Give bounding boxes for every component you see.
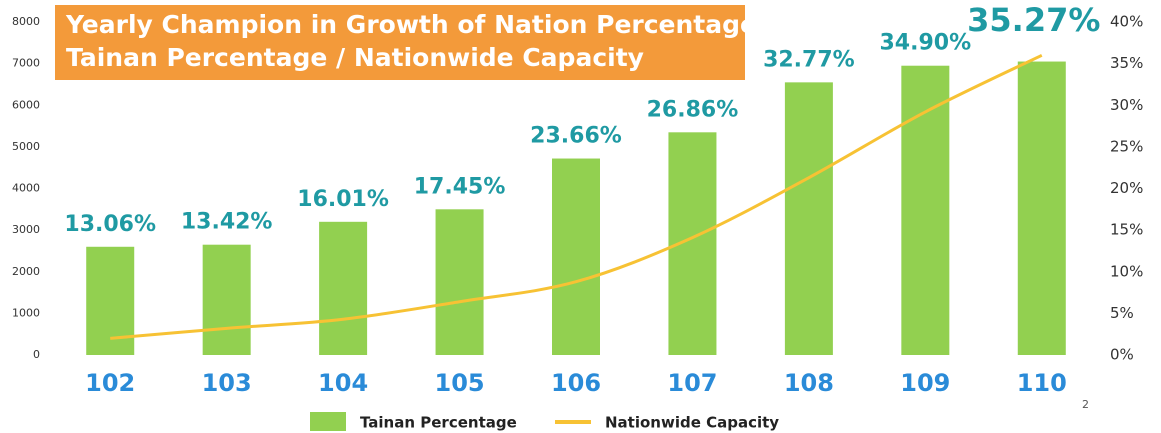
x-tick-label: 108 bbox=[784, 369, 834, 397]
annotation: 34.90% bbox=[880, 31, 972, 56]
y-tick-label: 4000 bbox=[12, 182, 40, 195]
x-tick-label: 103 bbox=[202, 369, 252, 397]
y-tick-label: 7000 bbox=[12, 57, 40, 70]
y2-tick-label: 25% bbox=[1110, 137, 1143, 155]
x-tick-label: 105 bbox=[435, 369, 485, 397]
x-tick-label: 104 bbox=[318, 369, 368, 397]
y2-tick-label: 35% bbox=[1110, 54, 1143, 72]
legend-label: Nationwide Capacity bbox=[605, 414, 779, 432]
annotation: 17.45% bbox=[414, 174, 506, 199]
title-box bbox=[55, 5, 745, 80]
line bbox=[110, 53, 1043, 340]
bar bbox=[202, 244, 251, 355]
annotation: 13.42% bbox=[181, 210, 273, 235]
annotation: 16.01% bbox=[297, 187, 389, 212]
x-tick-label: 102 bbox=[85, 369, 135, 397]
bar bbox=[319, 221, 368, 355]
bar bbox=[552, 158, 600, 355]
annotation: 35.27% bbox=[967, 1, 1100, 39]
annotation: 32.77% bbox=[763, 47, 855, 72]
chart-subtitle: Tainan Percentage / Nationwide Capacity bbox=[66, 43, 644, 72]
x-tick-label: 107 bbox=[667, 369, 717, 397]
y-tick-label: 1000 bbox=[12, 306, 40, 319]
y2-tick-label: 5% bbox=[1110, 304, 1134, 322]
y-tick-label: 6000 bbox=[12, 98, 40, 111]
y2-tick-label: 10% bbox=[1110, 262, 1143, 280]
legend-swatch bbox=[310, 412, 346, 431]
y-tick-label: 3000 bbox=[12, 223, 40, 236]
annotation: 23.66% bbox=[530, 124, 622, 149]
x-tick-label: 106 bbox=[551, 369, 601, 397]
chart-title: Yearly Champion in Growth of Nation Perc… bbox=[65, 10, 757, 39]
y-tick-label: 2000 bbox=[12, 265, 40, 278]
y-tick-label: 8000 bbox=[12, 15, 40, 28]
y2-tick-label: 20% bbox=[1110, 179, 1143, 197]
annotation: 26.86% bbox=[647, 97, 739, 122]
bar bbox=[901, 65, 950, 356]
page-number: 2 bbox=[1082, 398, 1089, 411]
y2-tick-label: 15% bbox=[1110, 221, 1143, 239]
bar bbox=[86, 246, 135, 355]
legend-label: Tainan Percentage bbox=[360, 414, 517, 432]
x-tick-label: 109 bbox=[900, 369, 950, 397]
y-tick-label: 0 bbox=[33, 348, 40, 361]
y-tick-label: 5000 bbox=[12, 140, 40, 153]
y2-tick-label: 40% bbox=[1110, 13, 1143, 31]
x-tick-label: 110 bbox=[1017, 369, 1067, 397]
y2-tick-label: 0% bbox=[1110, 346, 1134, 364]
y2-tick-label: 30% bbox=[1110, 96, 1143, 114]
annotation: 13.06% bbox=[64, 212, 156, 237]
bar bbox=[784, 82, 833, 355]
bar bbox=[435, 209, 484, 355]
bar bbox=[1017, 61, 1066, 355]
